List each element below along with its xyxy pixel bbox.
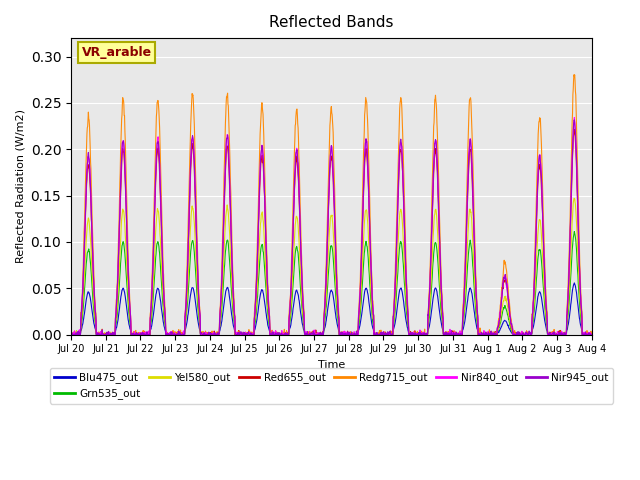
Text: VR_arable: VR_arable	[81, 46, 152, 59]
Legend: Blu475_out, Grn535_out, Yel580_out, Red655_out, Redg715_out, Nir840_out, Nir945_: Blu475_out, Grn535_out, Yel580_out, Red6…	[50, 368, 612, 404]
Title: Reflected Bands: Reflected Bands	[269, 15, 394, 30]
Y-axis label: Reflected Radiation (W/m2): Reflected Radiation (W/m2)	[15, 109, 25, 264]
X-axis label: Time: Time	[317, 360, 345, 370]
